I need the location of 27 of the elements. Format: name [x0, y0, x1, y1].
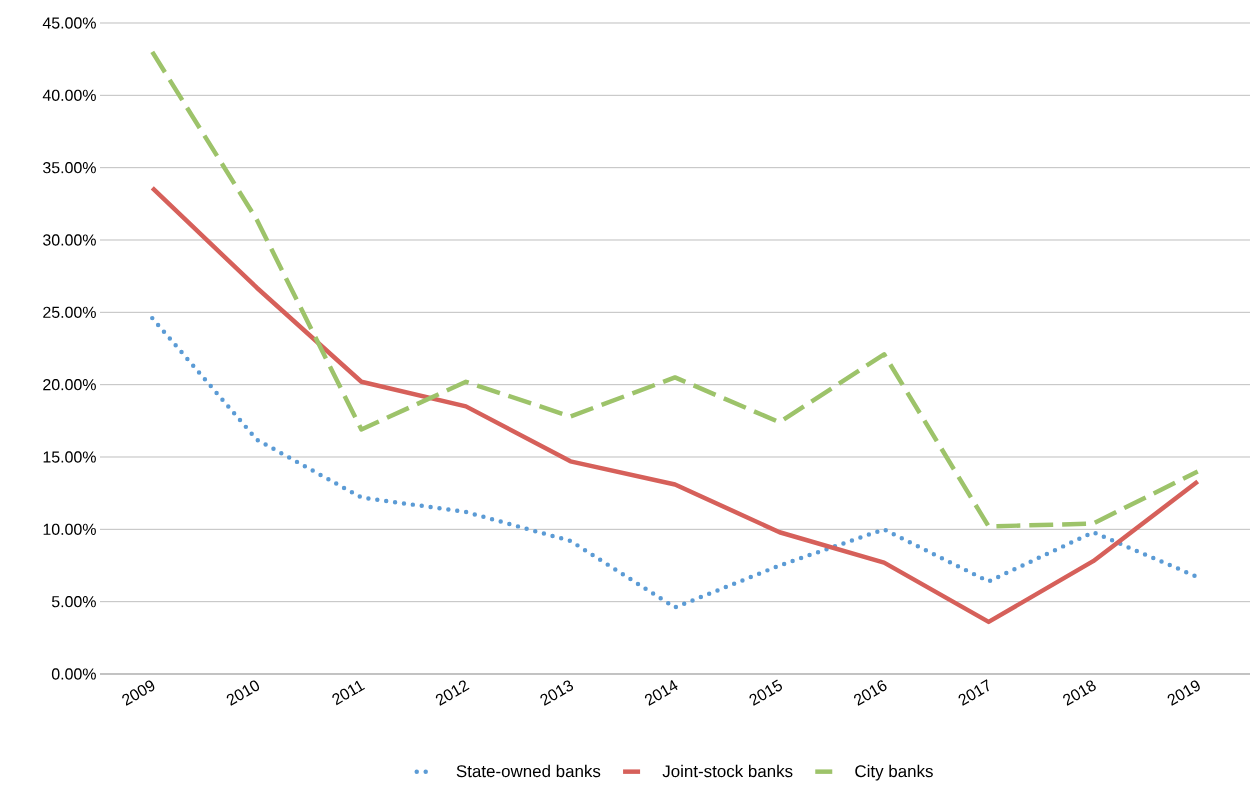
line-series: [150, 315, 1200, 610]
legend-label: City banks: [855, 764, 933, 781]
x-tick-label: 2013: [540, 680, 574, 706]
x-tick-label: 2011: [332, 680, 365, 706]
y-tick-label: 15.00%: [43, 451, 96, 463]
y-tick-label: 0.00%: [51, 668, 96, 680]
x-tick-label: 2017: [958, 679, 989, 706]
legend-label: State-owned banks: [456, 764, 601, 778]
y-tick-label: 20.00%: [43, 379, 96, 391]
y-tick-label: 30.00%: [43, 234, 96, 246]
legend-label: Joint-stock banks: [662, 764, 793, 778]
x-tick-label: 2014: [644, 679, 678, 706]
x-tick-label: 2015: [749, 679, 783, 706]
y-tick-label: 25.00%: [43, 306, 96, 318]
x-tick-label: 2012: [435, 680, 470, 706]
y-tick-label: 45.00%: [42, 17, 96, 29]
y-tick-label: 40.00%: [42, 89, 96, 101]
y-tick-label: 35.00%: [43, 162, 96, 174]
y-tick-label: 10.00%: [43, 523, 96, 535]
x-tick-label: 2018: [1063, 680, 1096, 706]
y-tick-label: 5.00%: [51, 596, 96, 608]
x-tick-label: 2009: [122, 680, 155, 706]
x-tick-label: 2016: [854, 680, 887, 706]
x-tick-label: 2010: [226, 680, 260, 706]
x-tick-label: 2019: [1167, 680, 1200, 706]
line-series: [150, 49, 1200, 529]
line-series: [150, 185, 1200, 625]
